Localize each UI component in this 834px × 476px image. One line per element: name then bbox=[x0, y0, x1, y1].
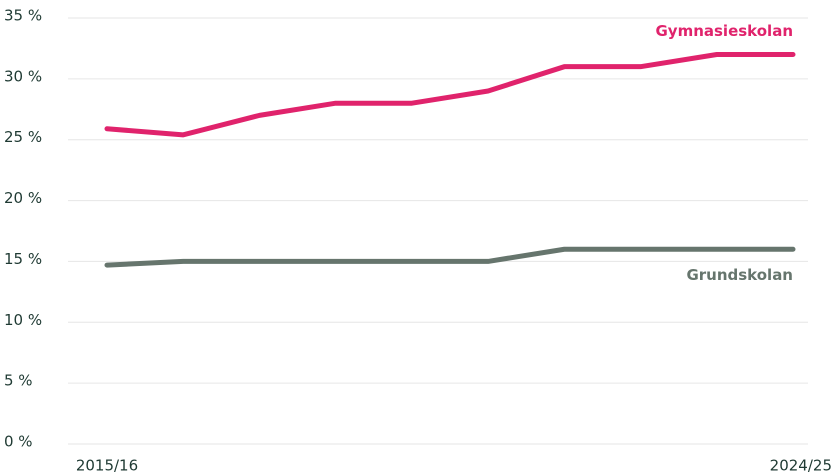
y-tick-label: 0 % bbox=[4, 433, 33, 451]
y-tick-label: 30 % bbox=[4, 67, 42, 85]
x-tick-label: 2024/25 bbox=[770, 457, 832, 475]
y-tick-label: 10 % bbox=[4, 311, 42, 329]
x-tick-label: 2015/16 bbox=[76, 457, 138, 475]
y-tick-label: 15 % bbox=[4, 250, 42, 268]
y-tick-label: 35 % bbox=[4, 7, 42, 25]
series-label: Gymnasieskolan bbox=[655, 22, 793, 40]
series-label: Grundskolan bbox=[686, 266, 793, 284]
series-line bbox=[104, 52, 796, 138]
y-tick-label: 20 % bbox=[4, 189, 42, 207]
series-line bbox=[104, 246, 796, 268]
y-tick-label: 25 % bbox=[4, 128, 42, 146]
y-tick-label: 5 % bbox=[4, 372, 33, 390]
